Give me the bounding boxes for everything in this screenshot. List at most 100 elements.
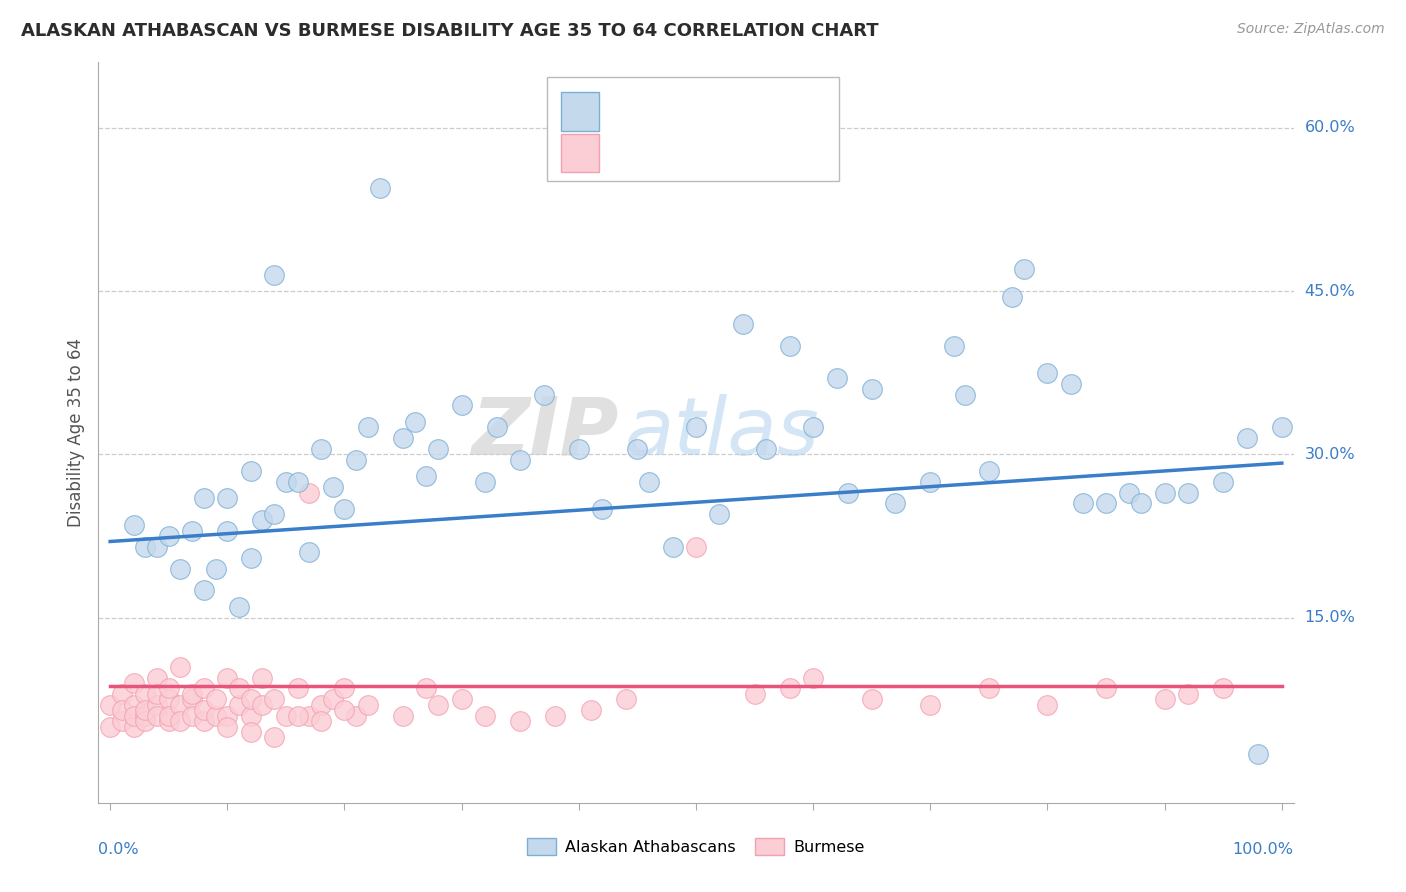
Text: 60.0%: 60.0% bbox=[1305, 120, 1355, 136]
Point bbox=[181, 687, 204, 701]
Point bbox=[193, 681, 215, 696]
Point bbox=[287, 681, 309, 696]
Point bbox=[1118, 485, 1140, 500]
Point bbox=[731, 317, 754, 331]
Point bbox=[122, 708, 145, 723]
Point bbox=[98, 698, 121, 712]
Text: R = -0.000: R = -0.000 bbox=[609, 144, 697, 161]
Text: 0.0%: 0.0% bbox=[98, 842, 139, 856]
Text: N = 68: N = 68 bbox=[738, 103, 796, 120]
Point bbox=[333, 501, 356, 516]
Text: ALASKAN ATHABASCAN VS BURMESE DISABILITY AGE 35 TO 64 CORRELATION CHART: ALASKAN ATHABASCAN VS BURMESE DISABILITY… bbox=[21, 22, 879, 40]
Point bbox=[404, 415, 426, 429]
Point bbox=[884, 496, 907, 510]
Point bbox=[146, 687, 169, 701]
Point bbox=[298, 545, 321, 559]
Point bbox=[920, 475, 942, 489]
Point bbox=[920, 698, 942, 712]
Point bbox=[357, 420, 380, 434]
FancyBboxPatch shape bbox=[547, 78, 839, 181]
Point bbox=[568, 442, 591, 456]
Y-axis label: Disability Age 35 to 64: Disability Age 35 to 64 bbox=[66, 338, 84, 527]
Point bbox=[685, 420, 707, 434]
Point bbox=[157, 529, 180, 543]
Point bbox=[309, 714, 332, 728]
Point bbox=[263, 731, 285, 745]
Point bbox=[263, 692, 285, 706]
Text: 100.0%: 100.0% bbox=[1233, 842, 1294, 856]
Point bbox=[157, 714, 180, 728]
Point bbox=[860, 382, 883, 396]
Point bbox=[217, 720, 239, 734]
Point bbox=[122, 518, 145, 533]
Point bbox=[755, 442, 778, 456]
Text: N = 77: N = 77 bbox=[738, 144, 796, 161]
Point bbox=[450, 398, 472, 412]
Text: ZIP: ZIP bbox=[471, 393, 619, 472]
Point bbox=[134, 708, 156, 723]
Point bbox=[122, 698, 145, 712]
Point bbox=[217, 708, 239, 723]
Point bbox=[801, 420, 824, 434]
Point bbox=[239, 464, 262, 478]
Point bbox=[146, 540, 169, 554]
Point bbox=[744, 687, 766, 701]
Point bbox=[344, 708, 367, 723]
Point bbox=[485, 420, 508, 434]
Point bbox=[368, 180, 391, 194]
Point bbox=[977, 681, 1000, 696]
Point bbox=[309, 698, 332, 712]
Point bbox=[1001, 289, 1024, 303]
Point bbox=[157, 708, 180, 723]
Text: 30.0%: 30.0% bbox=[1305, 447, 1355, 462]
Point bbox=[122, 720, 145, 734]
Point bbox=[204, 692, 226, 706]
Point bbox=[1153, 692, 1175, 706]
Point bbox=[181, 692, 204, 706]
FancyBboxPatch shape bbox=[561, 134, 599, 172]
Point bbox=[322, 692, 344, 706]
Text: 45.0%: 45.0% bbox=[1305, 284, 1355, 299]
Point bbox=[181, 708, 204, 723]
Point bbox=[193, 703, 215, 717]
Point bbox=[415, 469, 437, 483]
Point bbox=[544, 708, 567, 723]
Point bbox=[661, 540, 683, 554]
Text: 15.0%: 15.0% bbox=[1305, 610, 1355, 625]
Text: R =  0.256: R = 0.256 bbox=[609, 103, 697, 120]
Point bbox=[709, 508, 731, 522]
Point bbox=[357, 698, 380, 712]
Point bbox=[685, 540, 707, 554]
Point bbox=[977, 464, 1000, 478]
Point bbox=[509, 453, 531, 467]
Point bbox=[193, 714, 215, 728]
Point bbox=[591, 501, 613, 516]
Point bbox=[134, 714, 156, 728]
Point bbox=[239, 708, 262, 723]
Point bbox=[1012, 262, 1035, 277]
Point bbox=[287, 475, 309, 489]
Point bbox=[1212, 475, 1234, 489]
Point bbox=[474, 475, 496, 489]
Point bbox=[1236, 431, 1258, 445]
Point bbox=[344, 453, 367, 467]
Point bbox=[298, 708, 321, 723]
Point bbox=[146, 671, 169, 685]
Legend: Alaskan Athabascans, Burmese: Alaskan Athabascans, Burmese bbox=[520, 832, 872, 862]
Point bbox=[1212, 681, 1234, 696]
Point bbox=[274, 708, 297, 723]
Point bbox=[157, 692, 180, 706]
Point bbox=[509, 714, 531, 728]
Point bbox=[111, 687, 134, 701]
Point bbox=[134, 540, 156, 554]
Point bbox=[626, 442, 648, 456]
Point bbox=[1130, 496, 1153, 510]
Point bbox=[333, 681, 356, 696]
Point bbox=[1177, 687, 1199, 701]
Point bbox=[193, 583, 215, 598]
Point bbox=[1071, 496, 1094, 510]
Point bbox=[228, 599, 250, 614]
Point bbox=[217, 524, 239, 538]
Point bbox=[181, 524, 204, 538]
Point bbox=[122, 676, 145, 690]
